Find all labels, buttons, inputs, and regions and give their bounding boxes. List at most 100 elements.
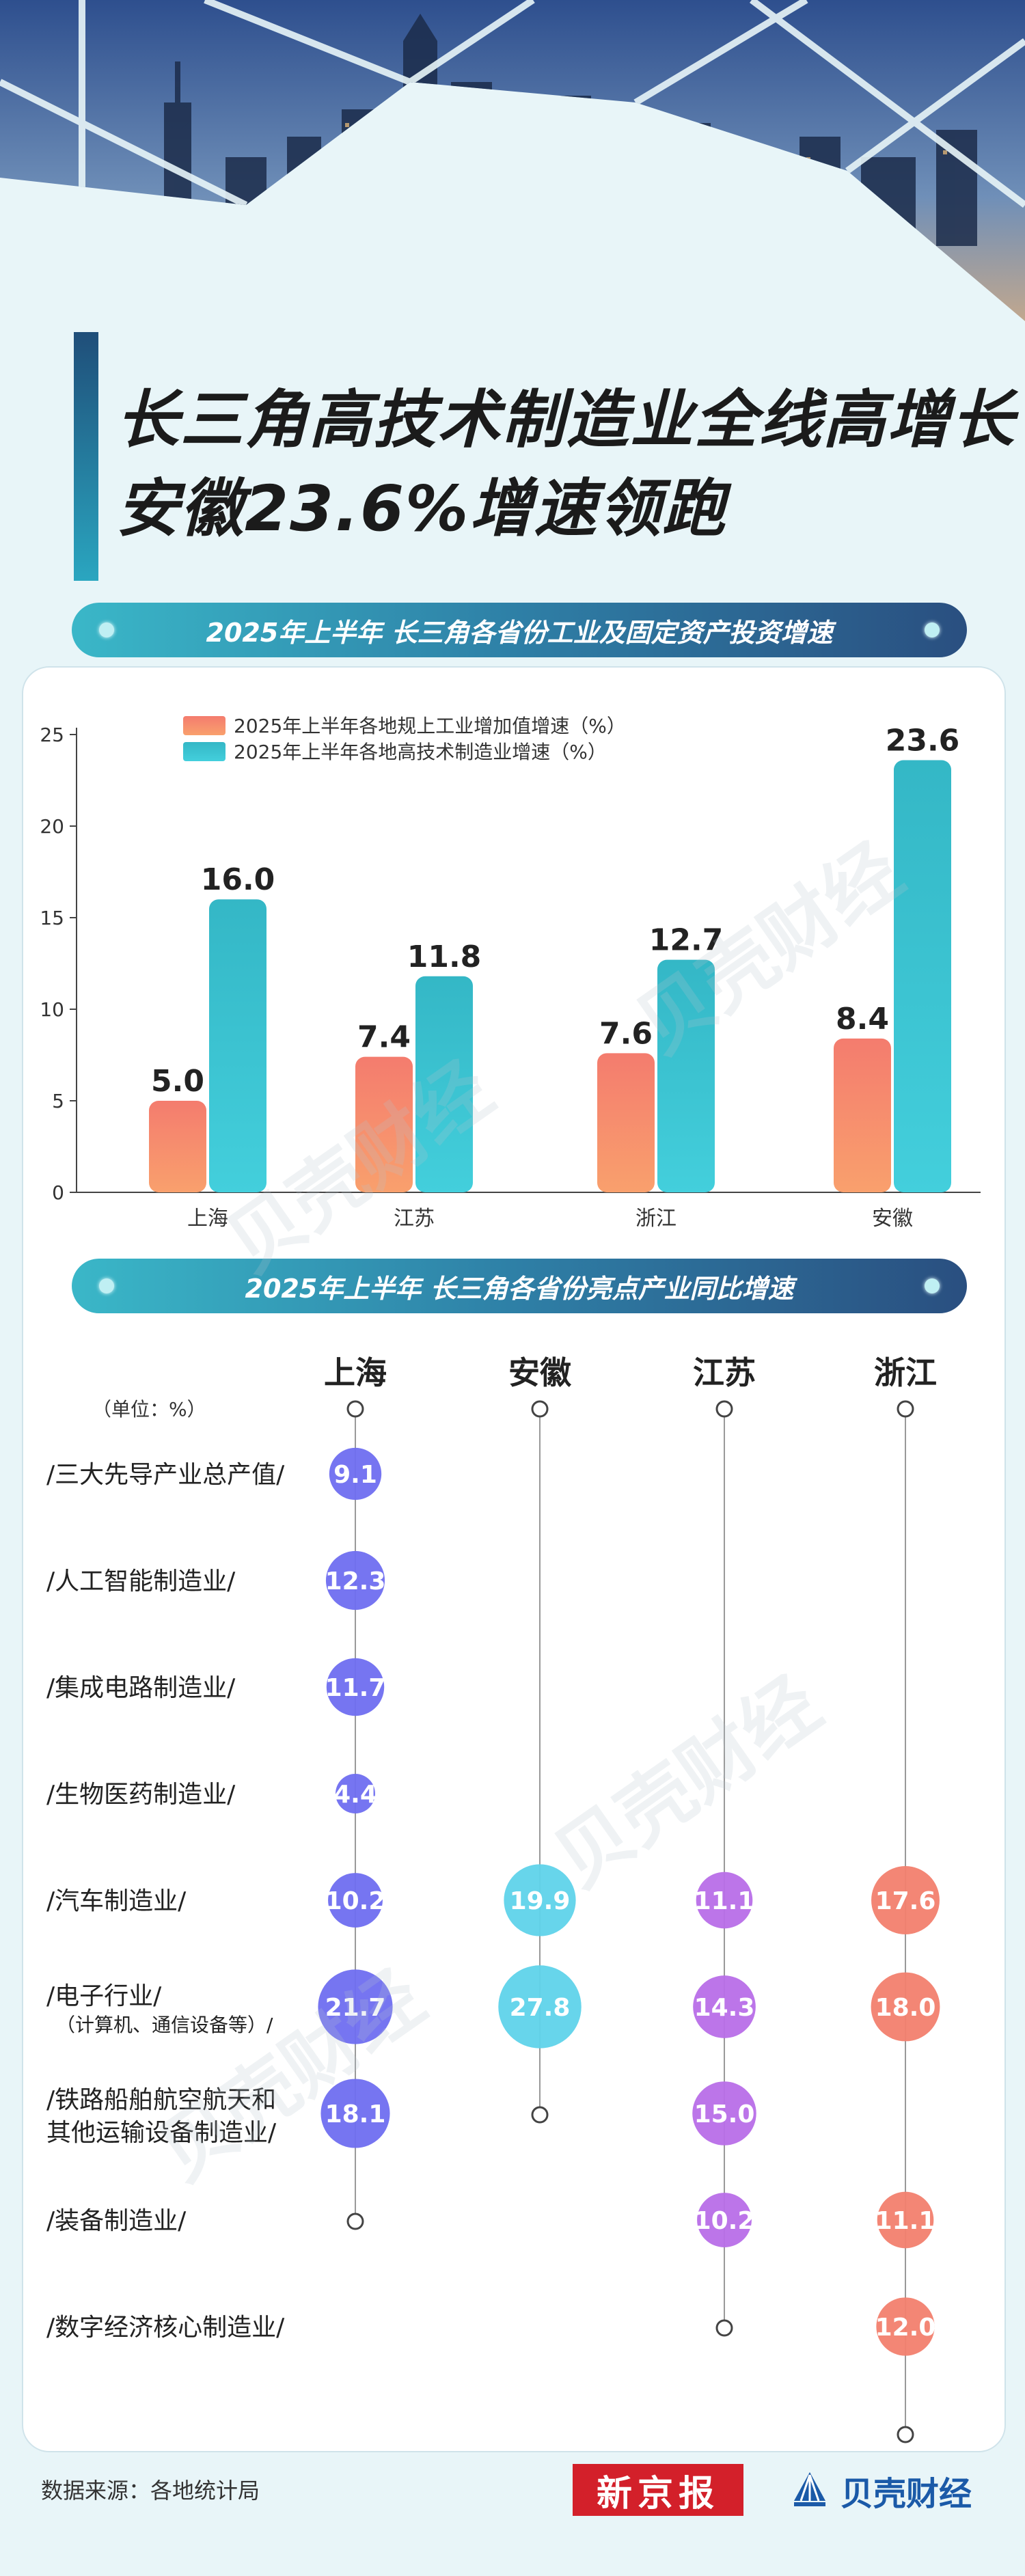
pill-dot-right-icon	[925, 622, 940, 638]
bar-value-label: 5.0	[151, 1064, 204, 1099]
bar-value-label: 7.6	[599, 1016, 653, 1051]
bar-value-label: 23.6	[886, 724, 960, 758]
bubble	[318, 1969, 393, 2044]
bubble-value-label: 9.1	[333, 1461, 377, 1489]
bubble	[871, 1972, 940, 2042]
row-label: /电子行业/	[46, 1982, 162, 2010]
y-tick-label: 5	[52, 1090, 64, 1112]
bar	[149, 1101, 206, 1192]
legend-label: 2025年上半年各地高技术制造业增速（%）	[234, 741, 607, 763]
bar	[209, 899, 266, 1192]
bubble	[697, 2193, 752, 2247]
column-end-marker-icon	[531, 2106, 549, 2124]
pill-dot-left-icon	[99, 622, 114, 638]
row-label: 其他运输设备制造业/	[46, 2119, 277, 2147]
bubble	[498, 1965, 582, 2049]
column-end-marker-icon	[897, 2426, 914, 2443]
bubble-value-label: 11.7	[325, 1674, 386, 1702]
bar	[657, 959, 715, 1192]
bubble-value-label: 10.2	[325, 1887, 386, 1915]
row-label: /集成电路制造业/	[46, 1674, 236, 1702]
row-label-sub: （计算机、通信设备等）/	[56, 2014, 273, 2036]
bubble-chart: 9.1 12.3 11.7 4.4 10.2 21.7 18.1 19.9 27.8 11.1 14…	[46, 1354, 940, 2443]
beike-logo: 贝壳财经	[786, 2467, 972, 2515]
bubble	[692, 2081, 756, 2146]
bar-chart: 0 5 10 15 20 25 上海 江苏 浙江 安徽 5.0 16.0 7.4 11.8 7.6 12.7…	[40, 715, 981, 1230]
bubble	[329, 1447, 382, 1501]
y-tick-label: 0	[52, 1181, 64, 1204]
title-accent-bar	[74, 332, 98, 581]
page-title-line-2: 安徽23.6%增速领跑	[116, 472, 727, 545]
bubble	[876, 2297, 935, 2356]
column-top-marker-icon	[897, 1400, 914, 1418]
bubble-value-label: 11.1	[694, 1887, 755, 1915]
bubble	[693, 1975, 756, 2038]
y-tick-label: 10	[40, 998, 64, 1021]
bar-value-label: 8.4	[836, 1002, 889, 1037]
bar	[355, 1056, 413, 1192]
content-panel	[22, 666, 1006, 2452]
beike-logo-text: 贝壳财经	[840, 2475, 972, 2513]
bubble-value-label: 19.9	[510, 1887, 571, 1915]
section-2-heading: 2025年上半年 长三角各省份亮点产业同比增速	[72, 1259, 967, 1313]
data-source: 数据来源：各地统计局	[41, 2478, 260, 2504]
column-header: 江苏	[693, 1354, 756, 1391]
column-header: 浙江	[874, 1354, 937, 1391]
unit-label: （单位：%）	[92, 1398, 206, 1421]
bubble	[328, 1873, 383, 1928]
legend-swatch	[183, 742, 226, 761]
bar-value-label: 11.8	[407, 940, 482, 974]
section-1-heading: 2025年上半年 长三角各省份工业及固定资产投资增速	[72, 603, 967, 657]
bar	[415, 976, 473, 1192]
bubble-value-label: 10.2	[694, 2207, 755, 2235]
x-tick-label: 安徽	[872, 1207, 913, 1230]
column-end-marker-icon	[715, 2319, 733, 2337]
bubble	[320, 2079, 390, 2148]
column-top-marker-icon	[346, 1400, 364, 1418]
column-top-marker-icon	[715, 1400, 733, 1418]
column-end-marker-icon	[346, 2212, 364, 2230]
row-label: /装备制造业/	[46, 2207, 187, 2235]
bar-value-label: 12.7	[649, 923, 724, 958]
bubble-value-label: 17.6	[875, 1887, 936, 1915]
x-tick-label: 上海	[187, 1207, 228, 1230]
bar-value-label: 16.0	[201, 862, 275, 897]
pill-dot-right-icon	[925, 1278, 940, 1293]
legend-label: 2025年上半年各地规上工业增加值增速（%）	[234, 715, 626, 737]
bubble-value-label: 18.1	[325, 2100, 386, 2128]
x-tick-label: 浙江	[636, 1207, 676, 1230]
row-label: /汽车制造业/	[46, 1887, 187, 1915]
section-2-heading-text: 2025年上半年 长三角各省份亮点产业同比增速	[245, 1273, 794, 1304]
y-tick-label: 20	[40, 815, 64, 838]
page-title-line-1: 长三角高技术制造业全线高增长	[116, 383, 1016, 456]
header-banner	[0, 0, 1025, 328]
bubble-value-label: 11.1	[875, 2207, 936, 2235]
bubble	[325, 1550, 385, 1611]
row-label: /数字经济核心制造业/	[46, 2314, 285, 2342]
bubble-value-label: 4.4	[333, 1781, 377, 1809]
legend-swatch	[183, 716, 226, 735]
beike-shell-icon	[794, 2472, 825, 2506]
bubble-value-label: 27.8	[510, 1994, 571, 2022]
column-top-marker-icon	[531, 1400, 549, 1418]
section-1-heading-text: 2025年上半年 长三角各省份工业及固定资产投资增速	[206, 617, 833, 648]
bubble	[326, 1658, 385, 1716]
y-tick-label: 25	[40, 724, 64, 746]
bubble	[871, 1866, 940, 1934]
y-tick-label: 15	[40, 907, 64, 929]
bubble-value-label: 12.3	[325, 1567, 386, 1595]
bubble	[336, 1774, 375, 1813]
bar	[894, 760, 951, 1192]
column-header: 上海	[324, 1354, 387, 1391]
bubble	[877, 2191, 934, 2249]
x-tick-label: 江苏	[394, 1207, 435, 1230]
bar	[597, 1053, 655, 1192]
bubble	[696, 1872, 753, 1929]
column-header: 安徽	[508, 1354, 572, 1391]
row-label: /人工智能制造业/	[46, 1567, 236, 1595]
xjb-logo: 新京报	[573, 2464, 743, 2516]
pill-dot-left-icon	[99, 1278, 114, 1293]
bubble	[504, 1864, 576, 1936]
row-label: /三大先导产业总产值/	[46, 1461, 285, 1489]
bubble-value-label: 12.0	[875, 2314, 936, 2342]
